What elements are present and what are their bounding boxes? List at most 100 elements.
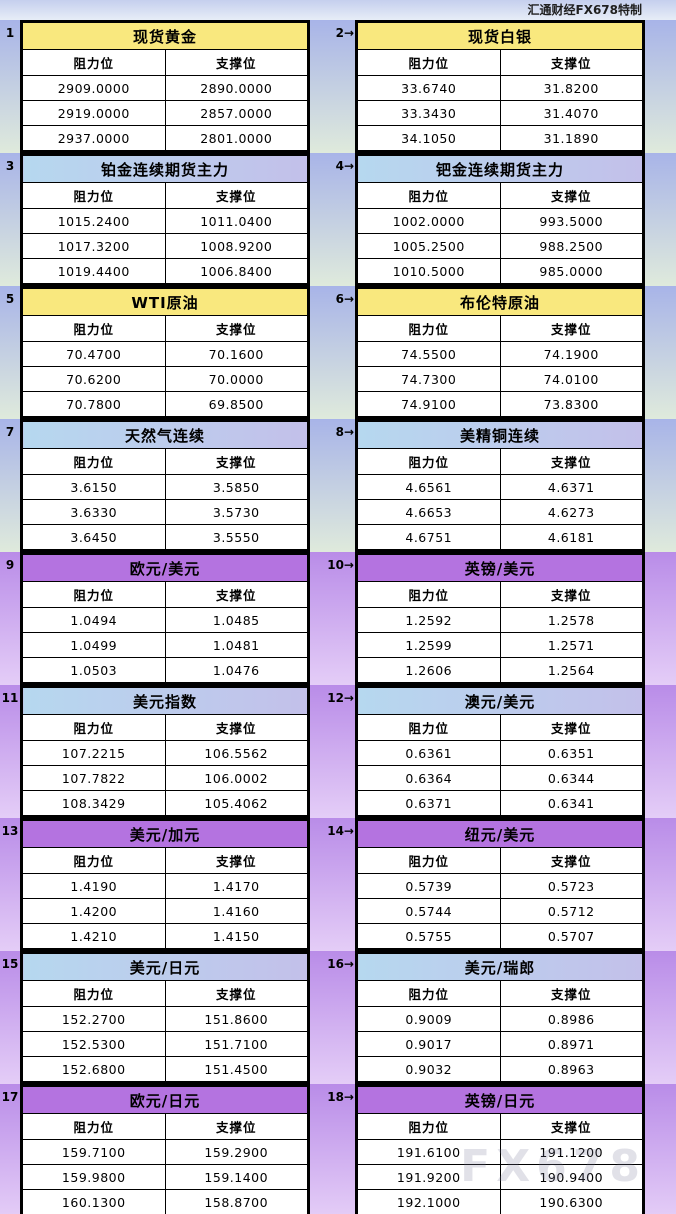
table-row: 1019.4400 1006.8400	[22, 258, 308, 284]
resistance-value: 159.9800	[22, 1164, 166, 1190]
support-value: 159.1400	[164, 1164, 308, 1190]
card-title: WTI原油	[22, 288, 308, 316]
table-row: 191.6100 191.1200	[357, 1139, 643, 1165]
card-title: 布伦特原油	[357, 288, 643, 316]
column-header-support: 支撑位	[499, 714, 643, 741]
resistance-value: 152.2700	[22, 1006, 166, 1032]
row-index-middle: 8→	[310, 419, 355, 552]
table-row: 1010.5000 985.0000	[357, 258, 643, 284]
table-row: 3.6330 3.5730	[22, 499, 308, 525]
support-value: 70.0000	[164, 366, 308, 392]
support-value: 151.7100	[164, 1031, 308, 1057]
support-value: 159.2900	[164, 1139, 308, 1165]
table-row: 0.5744 0.5712	[357, 898, 643, 924]
resistance-value: 3.6450	[22, 524, 166, 550]
support-value: 1.4150	[164, 923, 308, 949]
column-header-resistance: 阻力位	[357, 448, 501, 475]
resistance-value: 152.6800	[22, 1056, 166, 1082]
support-value: 73.8300	[499, 391, 643, 417]
resistance-value: 1010.5000	[357, 258, 501, 284]
support-value: 4.6371	[499, 474, 643, 500]
support-value: 0.6351	[499, 740, 643, 766]
support-value: 1008.9200	[164, 233, 308, 259]
quote-card: 布伦特原油 阻力位 支撑位 74.5500 74.1900 74.7300 74.0100 7…	[355, 286, 645, 419]
column-header-resistance: 阻力位	[357, 49, 501, 76]
row-gutter-right	[645, 419, 676, 552]
resistance-value: 34.1050	[357, 125, 501, 151]
row-index-middle: 10→	[310, 552, 355, 685]
column-header-support: 支撑位	[164, 49, 308, 76]
support-value: 1.0481	[164, 632, 308, 658]
table-row: 107.2215 106.5562	[22, 740, 308, 766]
resistance-value: 0.5755	[357, 923, 501, 949]
table-row: 0.9017 0.8971	[357, 1031, 643, 1057]
card-title: 欧元/美元	[22, 554, 308, 582]
support-value: 4.6273	[499, 499, 643, 525]
row-gutter-right	[645, 552, 676, 685]
grid-row: 1 现货黄金 阻力位 支撑位 2909.0000 2890.0000 2919.0000 28…	[0, 20, 676, 153]
resistance-value: 0.6361	[357, 740, 501, 766]
quote-card: WTI原油 阻力位 支撑位 70.4700 70.1600 70.6200 70.0000 7…	[20, 286, 310, 419]
resistance-value: 107.2215	[22, 740, 166, 766]
table-row: 3.6150 3.5850	[22, 474, 308, 500]
table-row: 1.0499 1.0481	[22, 632, 308, 658]
support-value: 106.5562	[164, 740, 308, 766]
quote-card: 英镑/美元 阻力位 支撑位 1.2592 1.2578 1.2599 1.2571 1.260…	[355, 552, 645, 685]
support-value: 2801.0000	[164, 125, 308, 151]
column-header-resistance: 阻力位	[357, 847, 501, 874]
table-row: 1.2606 1.2564	[357, 657, 643, 683]
table-row: 1.0494 1.0485	[22, 607, 308, 633]
table-row: 2919.0000 2857.0000	[22, 100, 308, 126]
support-value: 31.8200	[499, 75, 643, 101]
column-header-resistance: 阻力位	[22, 1113, 166, 1140]
resistance-value: 1.4190	[22, 873, 166, 899]
resistance-value: 74.5500	[357, 341, 501, 367]
quote-card: 美精铜连续 阻力位 支撑位 4.6561 4.6371 4.6653 4.6273 4.675…	[355, 419, 645, 552]
table-row: 74.9100 73.8300	[357, 391, 643, 417]
column-header-support: 支撑位	[164, 448, 308, 475]
table-row: 159.7100 159.2900	[22, 1139, 308, 1165]
table-row: 1002.0000 993.5000	[357, 208, 643, 234]
row-index-left: 13	[0, 818, 20, 951]
support-value: 31.1890	[499, 125, 643, 151]
card-title: 钯金连续期货主力	[357, 155, 643, 183]
column-header-resistance: 阻力位	[22, 847, 166, 874]
support-value: 988.2500	[499, 233, 643, 259]
support-value: 1.2564	[499, 657, 643, 683]
support-value: 0.5723	[499, 873, 643, 899]
resistance-value: 0.5744	[357, 898, 501, 924]
table-row: 1017.3200 1008.9200	[22, 233, 308, 259]
support-value: 1.4170	[164, 873, 308, 899]
row-gutter-right	[645, 20, 676, 153]
table-row: 160.1300 158.8700	[22, 1189, 308, 1214]
support-value: 70.1600	[164, 341, 308, 367]
card-title: 美精铜连续	[357, 421, 643, 449]
resistance-value: 33.6740	[357, 75, 501, 101]
row-index-left: 17	[0, 1084, 20, 1214]
table-row: 70.6200 70.0000	[22, 366, 308, 392]
column-header-resistance: 阻力位	[357, 581, 501, 608]
resistance-value: 191.6100	[357, 1139, 501, 1165]
resistance-value: 4.6561	[357, 474, 501, 500]
row-gutter-right	[645, 286, 676, 419]
row-gutter-right	[645, 685, 676, 818]
resistance-value: 74.9100	[357, 391, 501, 417]
card-title: 现货白银	[357, 22, 643, 50]
column-header-support: 支撑位	[164, 847, 308, 874]
resistance-value: 4.6653	[357, 499, 501, 525]
support-value: 31.4070	[499, 100, 643, 126]
brand-label: 汇通财经FX678特制	[527, 3, 643, 17]
card-title: 欧元/日元	[22, 1086, 308, 1114]
resistance-value: 107.7822	[22, 765, 166, 791]
resistance-value: 1019.4400	[22, 258, 166, 284]
resistance-value: 1.2599	[357, 632, 501, 658]
table-row: 191.9200 190.9400	[357, 1164, 643, 1190]
row-index-middle: 2→	[310, 20, 355, 153]
column-header-support: 支撑位	[499, 1113, 643, 1140]
quote-card: 欧元/日元 阻力位 支撑位 159.7100 159.2900 159.9800 159.1…	[20, 1084, 310, 1214]
table-row: 1015.2400 1011.0400	[22, 208, 308, 234]
table-row: 70.4700 70.1600	[22, 341, 308, 367]
resistance-value: 192.1000	[357, 1189, 501, 1214]
support-value: 158.8700	[164, 1189, 308, 1214]
